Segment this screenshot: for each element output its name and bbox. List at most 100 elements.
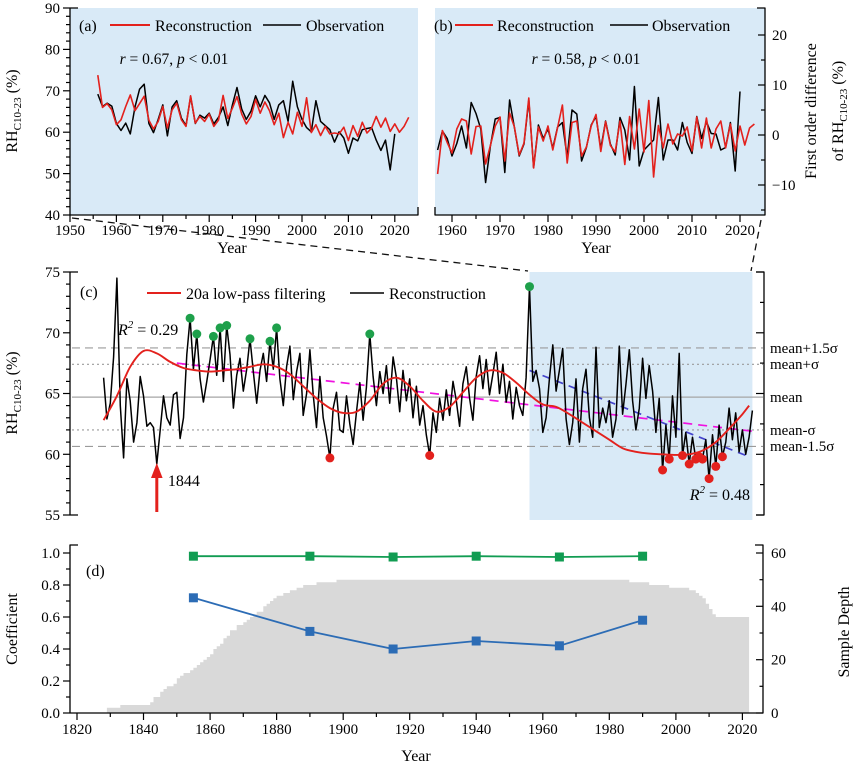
mean-plus-1p5-sigma-label: mean+1.5σ [770, 341, 838, 357]
x-tick-label: 1980 [533, 223, 563, 239]
y2-tick-label: −10 [772, 178, 795, 194]
text-run: r [532, 51, 539, 68]
panel-c-yaxis-title: RHC10-23 (%) [4, 351, 24, 434]
text-run: 2 [128, 319, 134, 331]
x-tick-label: 1840 [129, 722, 159, 738]
x-tick-label: 1920 [395, 722, 425, 738]
wet-year-dot [185, 313, 195, 323]
y-tick-label: 40 [45, 208, 60, 224]
dry-year-dot [425, 451, 435, 460]
panel-d-spine [69, 544, 764, 714]
green-coefficient-line [193, 555, 643, 558]
x-tick-label: 2020 [380, 223, 410, 239]
text-run: R [689, 487, 700, 504]
green-coefficient-marker [388, 552, 398, 562]
blue-coefficient-marker [388, 644, 398, 654]
legend-label-reconstruction: Reconstruction [155, 18, 252, 35]
x-tick-label: 1960 [437, 223, 467, 239]
y2-tick-label: 60 [771, 546, 786, 562]
panel-b-y2axis-title-line2: of RHC10-23 (%) [830, 61, 850, 162]
wet-year-dot [525, 282, 534, 292]
blue-coefficient-marker [188, 593, 198, 603]
legend-label-reconstruction: Reconstruction [497, 18, 594, 35]
dry-year-dot [717, 452, 727, 462]
y2-tick-label: 20 [771, 653, 786, 669]
text-run: < 0.01 [185, 51, 229, 68]
x-tick-label: 2020 [725, 223, 755, 239]
lowpass-curve [102, 349, 750, 456]
text-run: p [588, 51, 597, 68]
legend-label-observation: Observation [306, 18, 384, 35]
dry-year-dot [678, 451, 687, 460]
x-tick-label: 1900 [328, 722, 358, 738]
wet-year-dot [222, 321, 232, 330]
panel-b-xaxis-title: Year [581, 240, 611, 257]
green-coefficient-marker [471, 551, 481, 561]
y-tick-label: 60 [45, 447, 60, 463]
text-run: C10-23 [12, 97, 24, 131]
x-tick-label: 2000 [661, 722, 691, 738]
wet-year-dot [365, 329, 375, 339]
dry-year-dot [325, 453, 335, 463]
text-run: (%) [4, 69, 21, 97]
x-tick-label: 1950 [55, 223, 85, 239]
x-tick-label: 2010 [333, 223, 363, 239]
reconstruction-series [97, 74, 410, 142]
r2-annotation-full: R2 = 0.29 [117, 319, 178, 339]
y-tick-label: 65 [45, 387, 60, 403]
text-run: R [117, 322, 128, 339]
dry-year-dot [698, 454, 707, 464]
y-tick-label: 0.4 [41, 642, 60, 658]
text-run: r [120, 51, 127, 68]
blue-coefficient-marker [638, 615, 648, 625]
blue-coefficient-line [193, 596, 643, 650]
panel-a-xaxis-title: Year [217, 240, 247, 257]
x-tick-label: 1960 [528, 722, 558, 738]
green-coefficient-marker [188, 551, 198, 561]
panel-c-left-spine [69, 271, 78, 516]
x-tick-label: 1990 [581, 223, 611, 239]
y2-tick-label: 0 [771, 706, 779, 722]
text-run: C10-23 [838, 88, 850, 122]
dry-year-dot [711, 461, 721, 471]
panel-d-y2axis-title: Sample Depth [836, 586, 853, 677]
green-coefficient-marker [638, 551, 648, 561]
y-tick-label: 70 [45, 84, 60, 100]
arrow-1844-label: 1844 [168, 473, 200, 490]
wet-year-dot [265, 336, 275, 346]
panel-c-label: (c) [80, 284, 98, 301]
r2-annotation-obs-period: R2 = 0.48 [689, 484, 750, 504]
text-run: = 0.67, [126, 51, 177, 68]
text-run: 2 [699, 484, 705, 496]
y-tick-label: 70 [45, 326, 60, 342]
text-run: (%) [830, 61, 847, 89]
text-run: C10-23 [12, 379, 24, 413]
panel-b-y2axis-title-line1: First order difference [803, 43, 820, 179]
x-tick-label: 2020 [727, 722, 757, 738]
wet-year-dot [192, 329, 202, 339]
y-tick-label: 80 [45, 42, 60, 58]
panel-d-yaxis-title: Coefficient [4, 593, 21, 665]
arrow-1844-head [151, 463, 163, 478]
panel-d-label: (d) [86, 563, 105, 580]
text-run: (%) [4, 351, 21, 379]
text-run: = 0.48 [705, 487, 750, 504]
y-tick-label: 0.2 [41, 674, 60, 690]
y2-tick-label: 40 [771, 599, 786, 615]
x-tick-label: 1960 [101, 223, 131, 239]
x-tick-label: 1970 [148, 223, 178, 239]
x-tick-label: 1860 [195, 722, 225, 738]
y-tick-label: 90 [45, 1, 60, 17]
text-run: < 0.01 [597, 51, 641, 68]
panel-a-yaxis-title: RHC10-23 (%) [4, 69, 24, 152]
panel-b-background [435, 8, 765, 215]
green-coefficient-marker [554, 552, 564, 562]
text-run: = 0.29 [133, 322, 178, 339]
reconstruction-series [102, 277, 754, 480]
y-tick-label: 0.6 [41, 610, 60, 626]
x-tick-label: 1990 [241, 223, 271, 239]
panel-b-spine [434, 7, 766, 216]
connector-dashed-left [71, 217, 529, 272]
